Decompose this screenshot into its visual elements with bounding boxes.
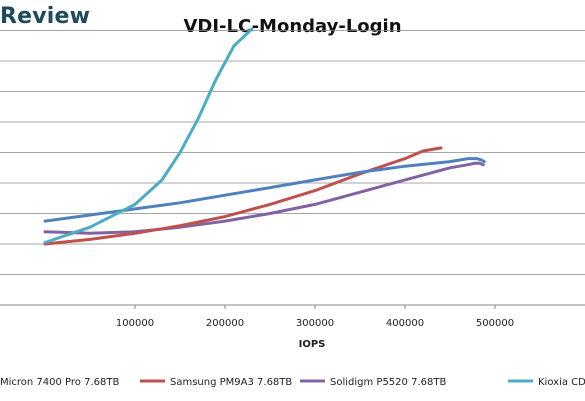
- x-tick-label: 400000: [386, 318, 424, 329]
- chart-title: VDI-LC-Monday-Login: [183, 16, 402, 37]
- series-line-3: [43, 161, 485, 235]
- series-line-1: [43, 157, 486, 223]
- x-tick-label: 100000: [116, 318, 154, 329]
- legend-label-2: Samsung PM9A3 7.68TB: [170, 377, 292, 388]
- legend-label-1: Micron 7400 Pro 7.68TB: [0, 377, 119, 388]
- x-tick-label: 200000: [206, 318, 244, 329]
- legend-label-3: Solidigm P5520 7.68TB: [330, 377, 446, 388]
- series-line-2: [43, 146, 443, 246]
- x-tick-label: 500000: [476, 318, 514, 329]
- x-tick-label: 300000: [296, 318, 334, 329]
- brand-logo-text: Review: [0, 4, 91, 29]
- series-line-4: [43, 27, 254, 244]
- legend-label-4: Kioxia CD: [538, 377, 585, 388]
- x-axis-label: IOPS: [299, 339, 326, 350]
